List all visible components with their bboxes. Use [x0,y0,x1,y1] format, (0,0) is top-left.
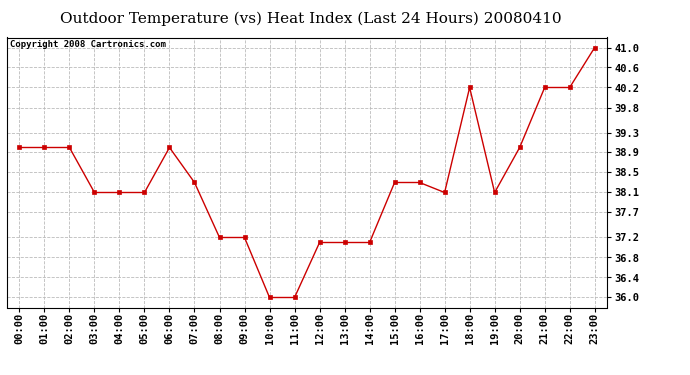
Text: Outdoor Temperature (vs) Heat Index (Last 24 Hours) 20080410: Outdoor Temperature (vs) Heat Index (Las… [60,11,561,26]
Text: Copyright 2008 Cartronics.com: Copyright 2008 Cartronics.com [10,40,166,49]
